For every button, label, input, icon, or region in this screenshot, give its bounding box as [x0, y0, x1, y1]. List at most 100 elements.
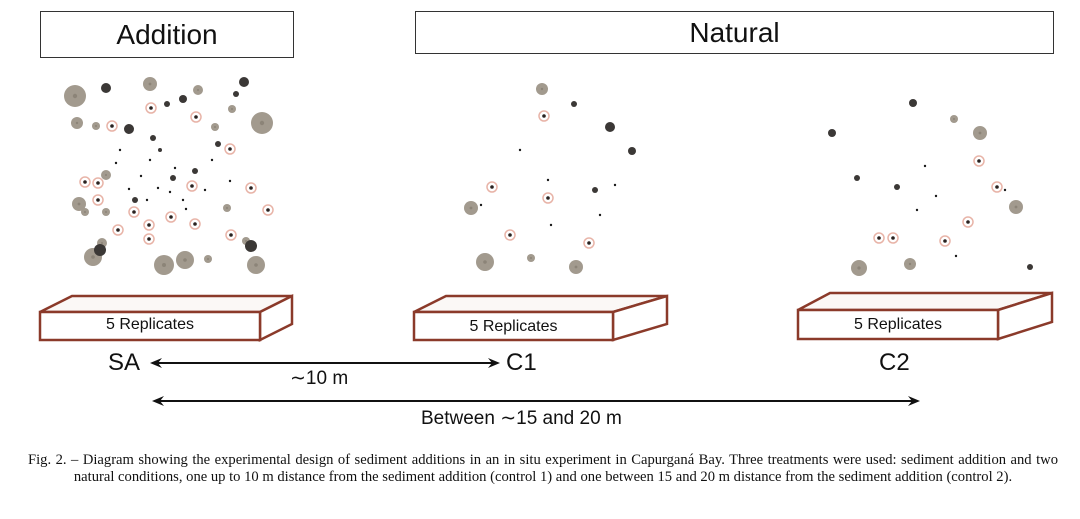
sediment-grain-core: [226, 207, 228, 209]
sediment-grain-core: [75, 121, 79, 125]
sediment-grain-core: [249, 186, 253, 190]
sediment-grain-dark: [592, 187, 598, 193]
sediment-speck: [598, 213, 602, 217]
sediment-speck: [203, 188, 207, 192]
sediment-speck: [184, 207, 188, 211]
sediment-speck: [923, 164, 927, 168]
sediment-grain-core: [266, 208, 270, 212]
arrow-head-right: [488, 358, 500, 368]
sediment-grain-core: [231, 108, 233, 110]
sediment-grain-core: [169, 215, 173, 219]
sediment-grain-core: [508, 233, 512, 237]
sediment-grain-dark: [245, 240, 257, 252]
sediment-grain-core: [149, 106, 153, 110]
sediment-grain-core: [77, 202, 81, 206]
sediment-grain-core: [116, 228, 120, 232]
sediment-speck: [210, 158, 214, 162]
sediment-grain-dark: [909, 99, 917, 107]
sediment-grain-core: [542, 114, 546, 118]
sediment-speck: [613, 183, 617, 187]
sediment-grain-core: [540, 87, 544, 91]
sediment-grain-core: [977, 159, 981, 163]
sediment-grain-core: [96, 198, 100, 202]
sediment-grain-dark: [1027, 264, 1033, 270]
sediment-speck: [934, 194, 938, 198]
sediment-grain-dark: [854, 175, 860, 181]
replicates-label-c1: 5 Replicates: [469, 318, 558, 335]
sediment-speck: [118, 148, 122, 152]
long-distance-label: Between ∼15 and 20 m: [421, 408, 622, 429]
natural-header-label: Natural: [689, 16, 780, 48]
sediment-grain-core: [105, 211, 107, 213]
sediment-grain-core: [995, 185, 999, 189]
sediment-grain-dark: [571, 101, 577, 107]
sediment-grain-core: [546, 196, 550, 200]
sediment-grain-core: [228, 147, 232, 151]
sediment-grain-core: [95, 125, 97, 127]
sediment-speck: [173, 166, 177, 170]
figure-caption: Fig. 2. – Diagram showing the experiment…: [28, 452, 1058, 485]
sediment-grain-core: [207, 258, 209, 260]
sediment-grain-dark: [164, 101, 170, 107]
sediment-grain-dark: [894, 184, 900, 190]
sediment-grain-core: [490, 185, 494, 189]
sediment-speck: [479, 203, 483, 207]
sediment-speck: [139, 174, 143, 178]
sediment-grain-core: [96, 181, 100, 185]
sediment-speck: [181, 198, 185, 202]
sediment-grain-dark: [215, 141, 221, 147]
sediment-speck: [156, 186, 160, 190]
sediment-grain-core: [245, 240, 247, 242]
sediment-grain-dark: [101, 83, 111, 93]
sediment-grain-core: [953, 118, 955, 120]
sediment-grain-core: [943, 239, 947, 243]
sediment-grain-core: [105, 174, 107, 176]
sediment-grain-dark: [239, 77, 249, 87]
sediment-grain-core: [978, 131, 982, 135]
sediment-grain-core: [254, 263, 258, 267]
replicate-box-sa: [38, 293, 294, 343]
sediment-grain-core: [483, 260, 487, 264]
sediment-speck: [915, 208, 919, 212]
sediment-grain-core: [194, 115, 198, 119]
sediment-grain-dark: [628, 147, 636, 155]
sediment-grain-core: [229, 233, 233, 237]
sediment-grain-dark: [192, 168, 198, 174]
site-label-c2: C2: [879, 349, 910, 376]
sediment-speck: [168, 190, 172, 194]
sediment-speck: [148, 158, 152, 162]
replicates-label-c2: 5 Replicates: [853, 316, 943, 333]
addition-header: Addition: [40, 11, 294, 58]
box-top-face: [39, 294, 293, 314]
sediment-grain-core: [110, 124, 114, 128]
arrow-head-left: [152, 396, 164, 406]
sediment-grain-core: [469, 206, 473, 210]
sediment-grain-dark: [124, 124, 134, 134]
sediment-grain-dark: [828, 129, 836, 137]
sediment-speck: [228, 179, 232, 183]
addition-header-label: Addition: [116, 18, 218, 50]
sediment-grain-dark: [94, 244, 106, 256]
sediment-grain-core: [966, 220, 970, 224]
sediment-grain-core: [891, 236, 895, 240]
sediment-speck: [145, 198, 149, 202]
sediment-grain-core: [147, 237, 151, 241]
sediment-speck: [546, 178, 550, 182]
sediment-grain-core: [908, 262, 912, 266]
sediment-grain-core: [214, 126, 216, 128]
sediment-grain-core: [183, 258, 187, 262]
sediment-grain-core: [574, 265, 578, 269]
sediment-grain-core: [1014, 205, 1018, 209]
arrow-head-left: [150, 358, 162, 368]
sediment-grain-core: [132, 210, 136, 214]
box-front-face: [38, 310, 262, 342]
sediment-grain-core: [101, 242, 103, 244]
box-front-face: [412, 310, 615, 342]
caption-text: Fig. 2. – Diagram showing the experiment…: [28, 452, 1058, 485]
sediment-grain-dark: [158, 148, 162, 152]
sediment-grain-core: [190, 184, 194, 188]
natural-header: Natural: [415, 11, 1054, 54]
distance-arrows: [150, 358, 920, 406]
sediment-speck: [518, 148, 522, 152]
